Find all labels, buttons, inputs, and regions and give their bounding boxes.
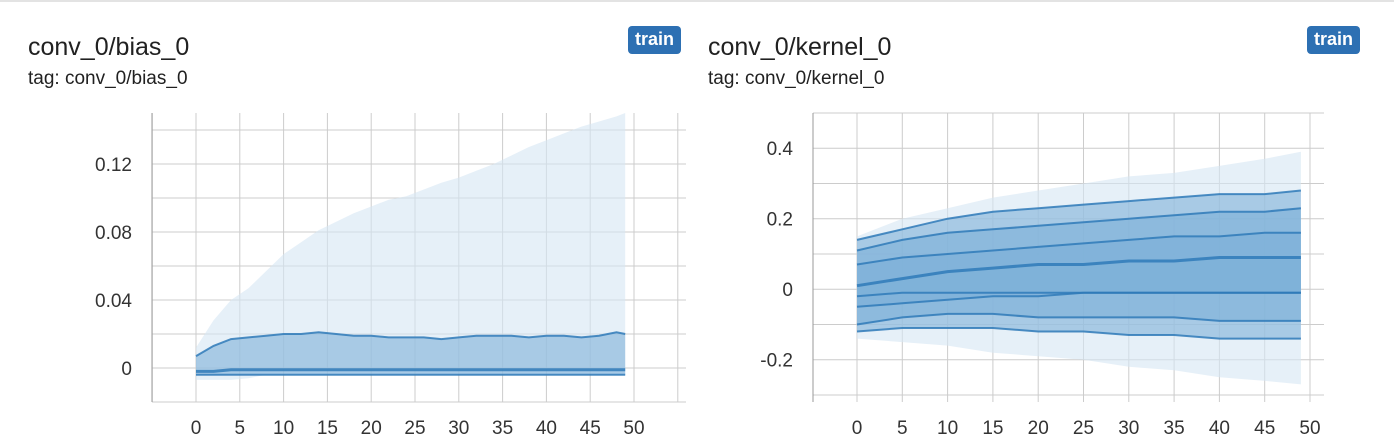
x-tick-label: 5 xyxy=(897,418,908,439)
top-divider xyxy=(0,0,1394,2)
series-line-band_1_upper xyxy=(856,207,1301,252)
y-tick-label: 0.4 xyxy=(767,139,794,160)
series-line-band_2_lower xyxy=(856,312,1301,326)
y-tick-label: -0.2 xyxy=(760,351,793,372)
x-tick-label: 50 xyxy=(1299,418,1320,439)
card-title: conv_0/kernel_0 xyxy=(708,33,892,61)
x-tick-label: 15 xyxy=(982,418,1003,439)
x-tick-label: 25 xyxy=(404,418,425,439)
y-tick-label: 0 xyxy=(782,280,793,301)
histogram-card-bias: conv_0/bias_0 tag: conv_0/bias_0 train 0… xyxy=(0,0,696,446)
x-tick-label: 30 xyxy=(1118,418,1139,439)
series-line-upper_mid xyxy=(856,231,1301,266)
y-tick-label: 0.12 xyxy=(95,155,132,176)
x-tick-label: 0 xyxy=(191,418,202,439)
x-tick-label: 45 xyxy=(1254,418,1275,439)
y-axis: 0 0.04 0.08 0.12 xyxy=(95,155,132,380)
distribution-chart-bias: 0 5 10 15 20 25 30 35 40 45 50 0 0.04 0.08 0.12 xyxy=(95,113,686,439)
y-tick-label: 0 xyxy=(121,359,132,380)
x-tick-label: 35 xyxy=(1164,418,1185,439)
y-tick-label: 0.08 xyxy=(95,223,132,244)
series-line-median xyxy=(856,256,1301,288)
y-tick-label: 0.2 xyxy=(767,210,793,231)
card-tag: tag: conv_0/bias_0 xyxy=(28,68,188,89)
x-tick-label: 40 xyxy=(1209,418,1230,439)
series-line-band_3_lower xyxy=(856,327,1301,340)
distribution-band-median xyxy=(857,257,1301,297)
x-tick-label: 20 xyxy=(361,418,382,439)
y-tick-label: 0.04 xyxy=(95,291,132,312)
distribution-band-inner_upper xyxy=(196,332,626,375)
series-line-median xyxy=(196,368,626,373)
card-title: conv_0/bias_0 xyxy=(28,33,190,61)
series-line-band_1_lower xyxy=(856,291,1301,308)
x-tick-label: 10 xyxy=(273,418,294,439)
x-tick-label: 45 xyxy=(580,418,601,439)
x-tick-label: 50 xyxy=(623,418,644,439)
series-line-inner_upper xyxy=(195,331,626,357)
x-tick-label: 10 xyxy=(937,418,958,439)
distribution-chart-kernel: 0 5 10 15 20 25 30 35 40 45 50 -0.2 0 0.2 0.4 xyxy=(760,112,1324,439)
x-tick-label: 40 xyxy=(536,418,557,439)
run-badge-train[interactable]: train xyxy=(628,26,682,54)
x-axis: 0 5 10 15 20 25 30 35 40 45 50 xyxy=(191,418,645,439)
card-tag: tag: conv_0/kernel_0 xyxy=(708,68,885,89)
x-tick-label: 5 xyxy=(235,418,246,439)
x-axis: 0 5 10 15 20 25 30 35 40 45 50 xyxy=(852,418,1321,439)
run-badge-train[interactable]: train xyxy=(1307,26,1361,54)
y-axis: -0.2 0 0.2 0.4 xyxy=(760,139,793,371)
x-tick-label: 30 xyxy=(448,418,469,439)
x-tick-label: 25 xyxy=(1073,418,1094,439)
x-tick-label: 0 xyxy=(852,418,863,439)
histogram-card-kernel: conv_0/kernel_0 tag: conv_0/kernel_0 tra… xyxy=(697,0,1394,446)
x-tick-label: 20 xyxy=(1028,418,1049,439)
x-tick-label: 15 xyxy=(317,418,338,439)
distribution-band-outer_upper xyxy=(196,113,626,380)
series-line-band_2_upper xyxy=(856,189,1301,241)
x-tick-label: 35 xyxy=(492,418,513,439)
